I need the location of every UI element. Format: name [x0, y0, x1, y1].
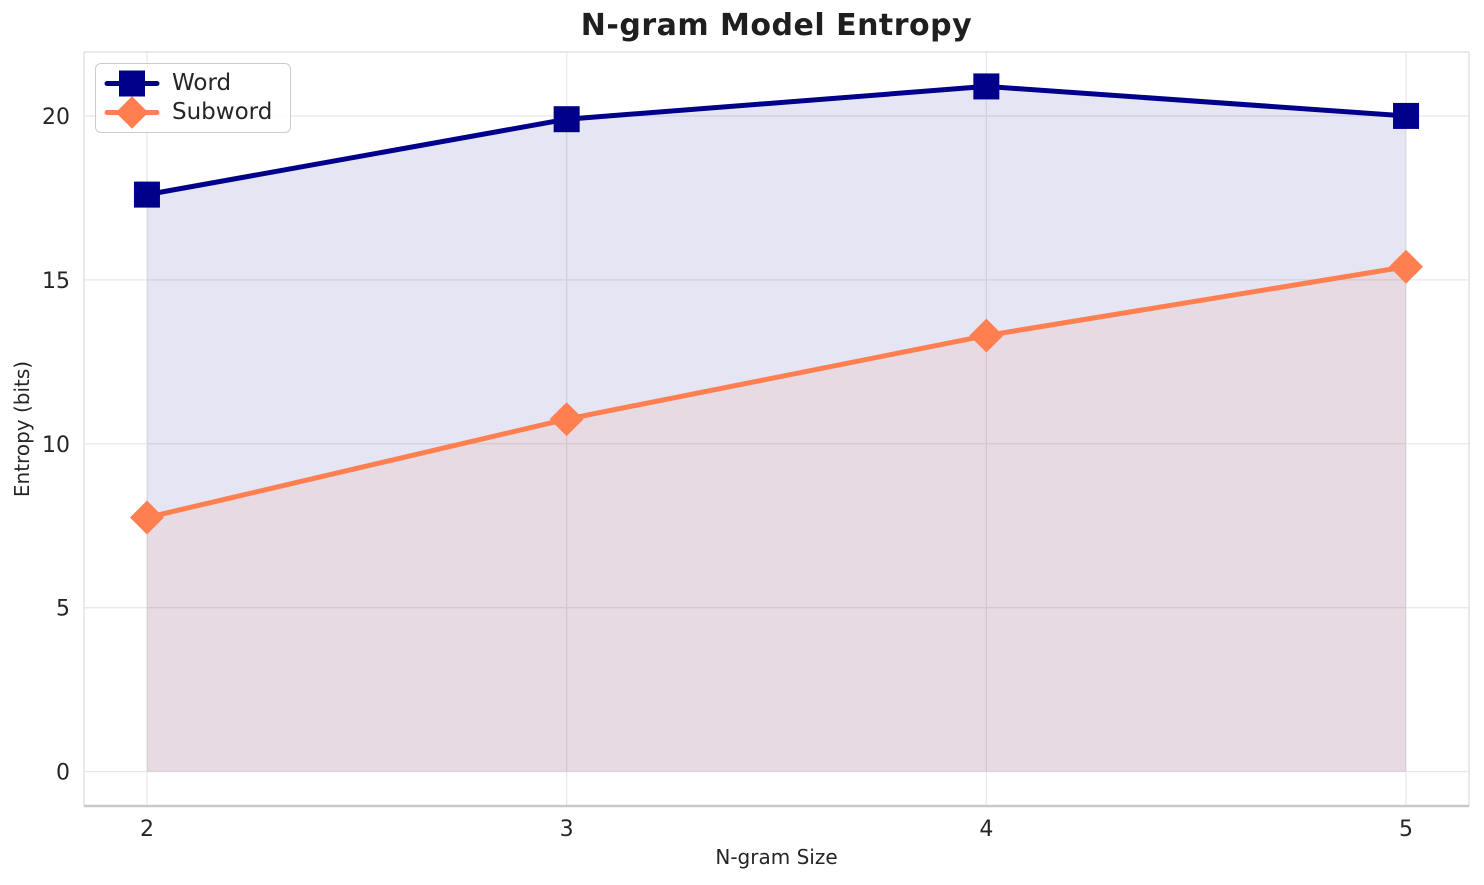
word-data-marker [553, 106, 580, 133]
word-data-marker [133, 181, 160, 208]
legend: Word Subword [95, 63, 292, 133]
subword-series-fill [146, 266, 1407, 772]
x-tick-label: 3 [560, 817, 574, 842]
subword-data-marker [1389, 249, 1424, 284]
word-data-marker [973, 73, 1000, 100]
y-tick-label: 20 [42, 105, 70, 130]
word-series-fill [146, 86, 1407, 772]
x-axis-label: N-gram Size [715, 845, 838, 869]
legend-item-word: Word [104, 69, 272, 98]
y-tick-label: 0 [56, 761, 70, 786]
legend-item-subword: Subword [104, 96, 273, 129]
y-tick-label: 10 [42, 433, 70, 458]
x-tick-label: 4 [979, 817, 993, 842]
word-series-line [144, 83, 1409, 198]
subword-series-marker-icon [104, 96, 160, 129]
chart-title: N-gram Model Entropy [580, 8, 973, 43]
y-tick-label: 15 [42, 269, 70, 294]
legend-label-subword: Subword [172, 99, 273, 125]
word-data-marker [1393, 102, 1420, 129]
x-tick-label: 2 [140, 817, 154, 842]
x-tick-label: 5 [1399, 817, 1413, 842]
legend-label-word: Word [172, 70, 232, 96]
word-series-marker-icon [104, 70, 160, 97]
y-axis-label: Entropy (bits) [10, 360, 34, 498]
y-tick-label: 5 [56, 597, 70, 622]
subword-series-line [144, 264, 1409, 521]
